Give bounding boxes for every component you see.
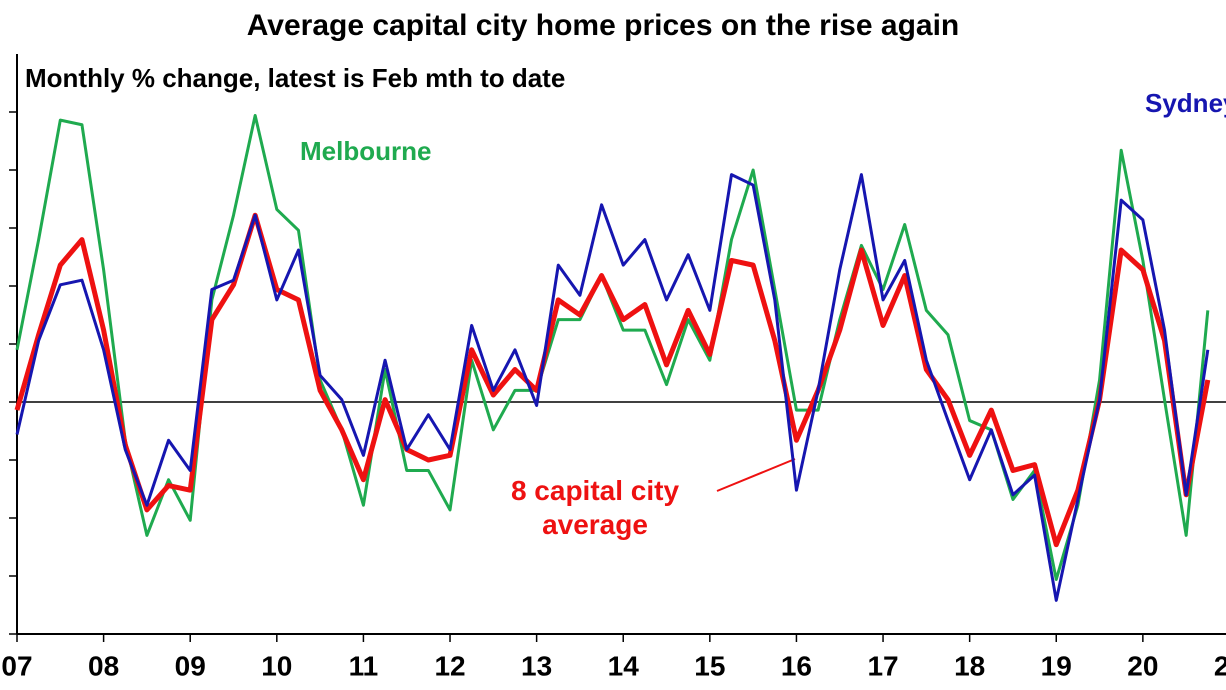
x-tick-label: 07	[1, 650, 32, 681]
x-tick-label: 18	[954, 650, 985, 681]
x-tick-label: 12	[434, 650, 465, 681]
chart-subtitle: Monthly % change, latest is Feb mth to d…	[25, 63, 565, 93]
annotation-arrow	[716, 458, 796, 492]
x-tick-label: 15	[694, 650, 725, 681]
series-line	[15, 173, 1210, 602]
series-line	[14, 212, 1211, 548]
chart-title: Average capital city home prices on the …	[247, 9, 960, 42]
x-tick-label: 13	[521, 650, 552, 681]
x-tick-label: 21	[1214, 650, 1226, 681]
series-label: Sydney	[1145, 88, 1226, 118]
x-tick-label: 11	[349, 650, 379, 681]
x-tick-label: 09	[175, 650, 206, 681]
x-tick-label: 19	[1041, 650, 1072, 681]
x-tick-label: 08	[88, 650, 119, 681]
x-tick-label: 17	[867, 650, 898, 681]
x-tick-label: 20	[1127, 650, 1158, 681]
x-tick-label: 14	[608, 650, 640, 681]
x-tick-label: 10	[261, 650, 292, 681]
series-label: 8 capital city average	[510, 475, 680, 540]
series-label: Melbourne	[300, 136, 431, 166]
x-tick-label: 16	[781, 650, 812, 681]
